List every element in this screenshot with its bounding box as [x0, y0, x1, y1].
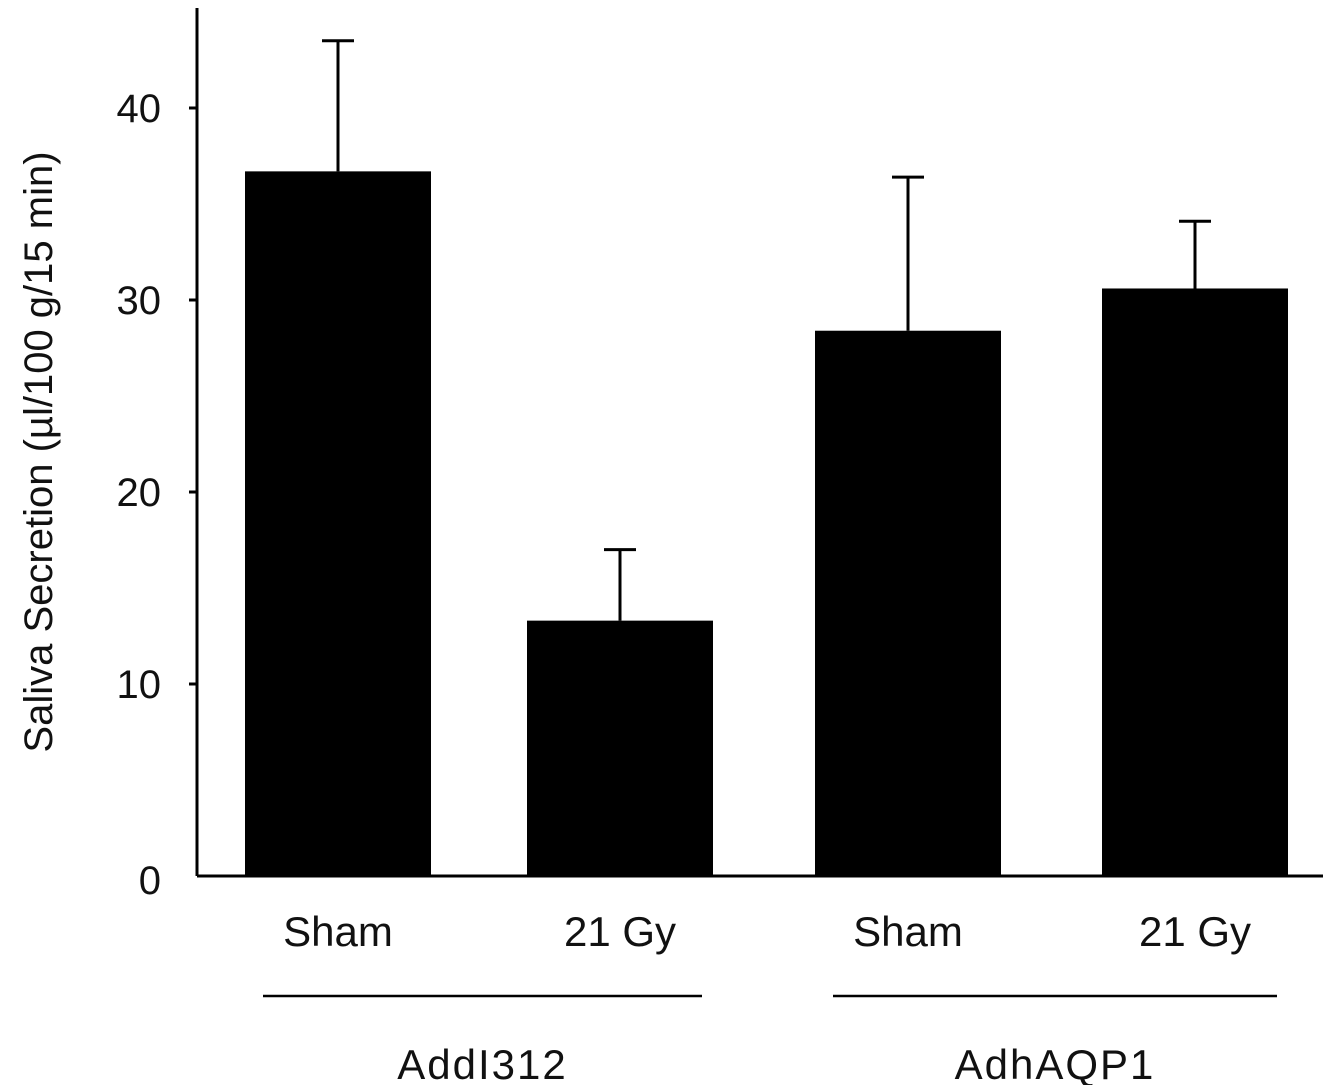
group-labels: AddI312 AdhAQP1 [263, 994, 1277, 1085]
bars [245, 171, 1288, 877]
bar [245, 171, 431, 877]
category-label: Sham [283, 908, 393, 955]
category-labels: Sham 21 Gy Sham 21 Gy [283, 908, 1251, 955]
bar [815, 330, 1001, 877]
group-label: AddI312 [397, 1041, 567, 1085]
bar [527, 620, 713, 876]
category-label: 21 Gy [1139, 908, 1251, 955]
y-tick-label: 20 [117, 471, 162, 515]
category-label: Sham [853, 908, 963, 955]
y-tick-label: 40 [117, 87, 162, 131]
y-tick-label: 10 [117, 663, 162, 707]
y-tick-label: 30 [117, 279, 162, 323]
group-label: AdhAQP1 [955, 1041, 1156, 1085]
error-bars [322, 39, 1211, 621]
y-axis-ticks: 0 10 20 30 40 [117, 87, 197, 903]
y-tick-label: 0 [139, 859, 161, 903]
y-axis-title: Saliva Secretion (µl/100 g/15 min) [17, 151, 61, 752]
category-label: 21 Gy [564, 908, 676, 955]
bar [1102, 288, 1288, 877]
